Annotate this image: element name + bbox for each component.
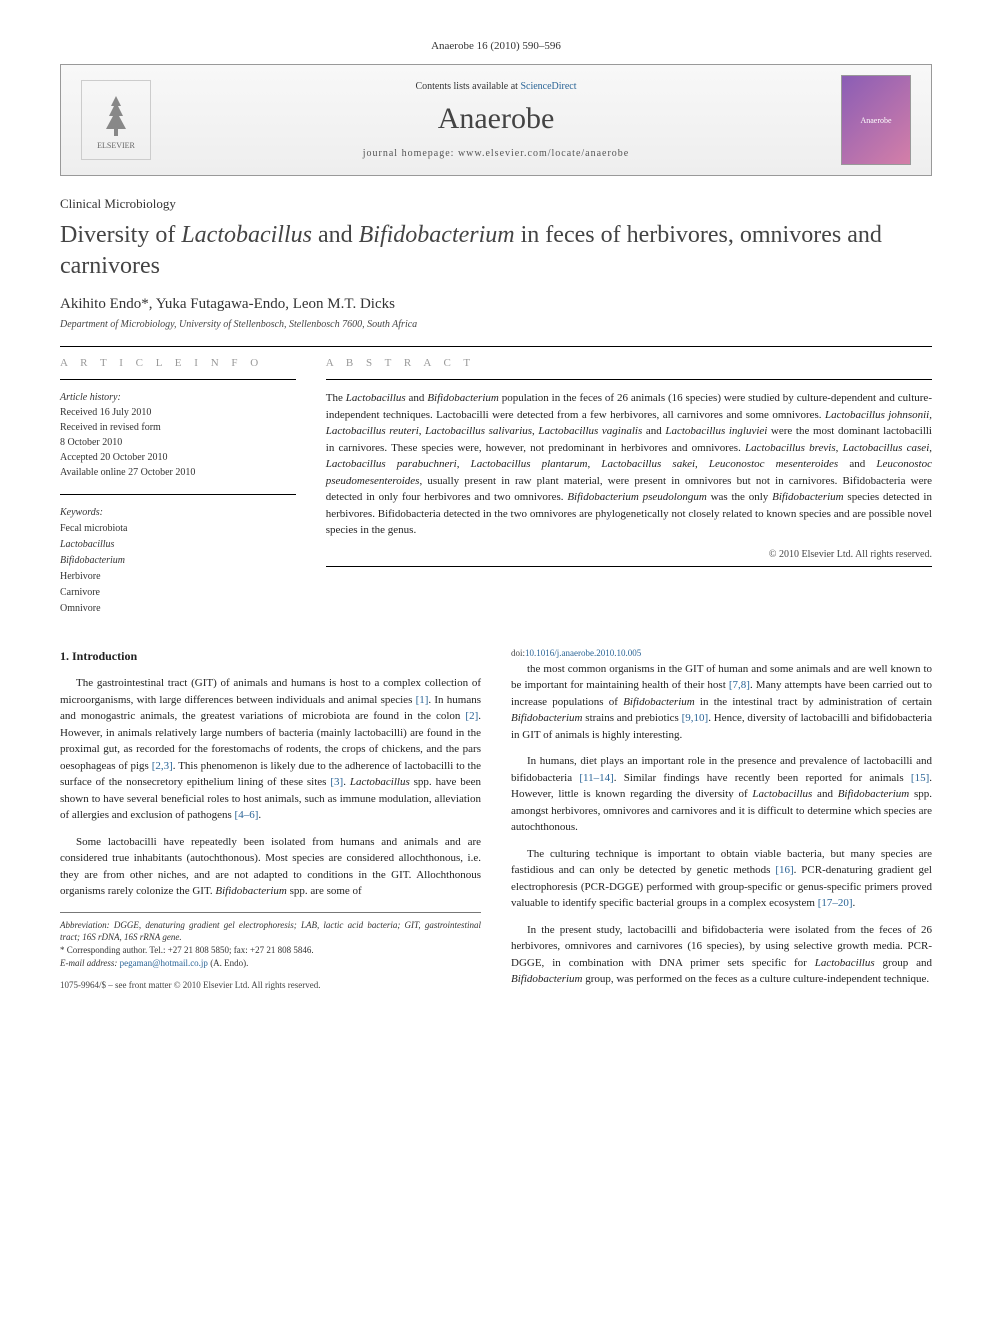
intro-para: In humans, diet plays an important role … — [511, 753, 932, 836]
copyright-line: © 2010 Elsevier Ltd. All rights reserved… — [326, 549, 932, 560]
doi-label: doi: — [511, 648, 525, 658]
abstract-heading: A B S T R A C T — [326, 357, 932, 369]
body-text: 1. Introduction The gastrointestinal tra… — [60, 647, 932, 1000]
keyword: Herbivore — [60, 569, 296, 585]
affiliation: Department of Microbiology, University o… — [60, 319, 932, 330]
doi-line: doi:10.1016/j.anaerobe.2010.10.005 — [511, 647, 932, 661]
journal-name: Anaerobe — [151, 102, 841, 136]
keywords-block: Keywords: Fecal microbiota Lactobacillus… — [60, 505, 296, 617]
section-type: Clinical Microbiology — [60, 196, 932, 212]
doi-link[interactable]: 10.1016/j.anaerobe.2010.10.005 — [525, 648, 641, 658]
divider — [326, 566, 932, 567]
homepage-prefix: journal homepage: — [363, 148, 458, 159]
authors: Akihito Endo*, Yuka Futagawa-Endo, Leon … — [60, 296, 932, 313]
email-who: (A. Endo). — [208, 958, 249, 968]
abbrev-footnote: Abbreviation: DGGE, denaturing gradient … — [60, 920, 481, 943]
homepage-url[interactable]: www.elsevier.com/locate/anaerobe — [458, 148, 629, 159]
title-text-1: Diversity of — [60, 222, 181, 248]
online-date: Available online 27 October 2010 — [60, 465, 296, 480]
elsevier-label: ELSEVIER — [97, 141, 135, 150]
divider — [60, 346, 932, 347]
divider — [60, 494, 296, 495]
keyword: Carnivore — [60, 585, 296, 601]
revised-line2: 8 October 2010 — [60, 435, 296, 450]
abstract-text: The Lactobacillus and Bifidobacterium po… — [326, 390, 932, 539]
revised-line1: Received in revised form — [60, 420, 296, 435]
elsevier-logo: ELSEVIER — [81, 80, 151, 160]
journal-cover-thumb: Anaerobe — [841, 75, 911, 165]
article-info-heading: A R T I C L E I N F O — [60, 357, 296, 369]
citation-line: Anaerobe 16 (2010) 590–596 — [60, 40, 932, 52]
email-label: E-mail address: — [60, 958, 120, 968]
title-italic-2: Bifidobacterium — [359, 222, 515, 248]
intro-para: Some lactobacilli have repeatedly been i… — [60, 834, 481, 900]
article-title: Diversity of Lactobacillus and Bifidobac… — [60, 220, 932, 282]
keyword: Bifidobacterium — [60, 555, 125, 566]
homepage-line: journal homepage: www.elsevier.com/locat… — [151, 148, 841, 159]
keyword: Lactobacillus — [60, 539, 114, 550]
keywords-label: Keywords: — [60, 505, 296, 521]
journal-header: ELSEVIER Contents lists available at Sci… — [60, 64, 932, 176]
contents-prefix: Contents lists available at — [415, 81, 520, 92]
intro-para: The culturing technique is important to … — [511, 846, 932, 912]
divider — [60, 379, 296, 380]
divider — [326, 379, 932, 380]
title-text-2: and — [312, 222, 359, 248]
intro-para: The gastrointestinal tract (GIT) of anim… — [60, 675, 481, 824]
tree-icon — [91, 91, 141, 141]
accepted-date: Accepted 20 October 2010 — [60, 450, 296, 465]
email-link[interactable]: pegaman@hotmail.co.jp — [120, 958, 208, 968]
front-matter-line: 1075-9964/$ – see front matter © 2010 El… — [60, 979, 481, 993]
footnotes: Abbreviation: DGGE, denaturing gradient … — [60, 912, 481, 969]
cover-label: Anaerobe — [860, 116, 891, 125]
keyword: Fecal microbiota — [60, 521, 296, 537]
intro-para: the most common organisms in the GIT of … — [511, 661, 932, 744]
sciencedirect-link[interactable]: ScienceDirect — [520, 81, 576, 92]
article-history: Article history: Received 16 July 2010 R… — [60, 390, 296, 480]
intro-para: In the present study, lactobacilli and b… — [511, 922, 932, 988]
corresponding-footnote: * Corresponding author. Tel.: +27 21 808… — [60, 944, 481, 957]
history-label: Article history: — [60, 390, 296, 405]
received-date: Received 16 July 2010 — [60, 405, 296, 420]
title-italic-1: Lactobacillus — [181, 222, 312, 248]
intro-heading: 1. Introduction — [60, 647, 481, 665]
contents-line: Contents lists available at ScienceDirec… — [151, 81, 841, 92]
keyword: Omnivore — [60, 601, 296, 617]
